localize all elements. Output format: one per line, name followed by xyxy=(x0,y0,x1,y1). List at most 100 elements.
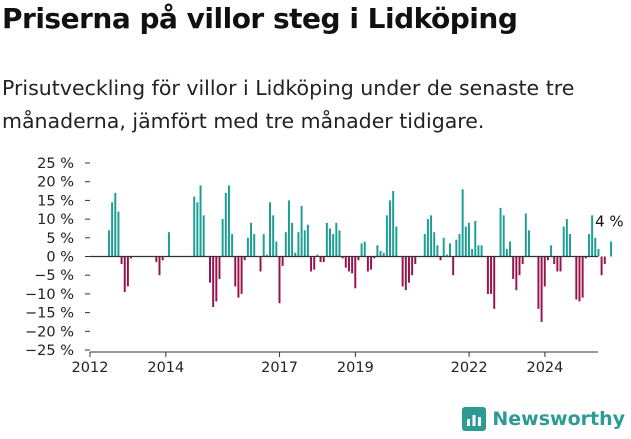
bar xyxy=(414,256,417,264)
bar xyxy=(518,256,521,276)
bar xyxy=(436,245,439,257)
bar xyxy=(411,256,414,276)
bar xyxy=(221,219,224,257)
bar xyxy=(389,200,391,257)
bar xyxy=(269,202,271,257)
bar xyxy=(433,232,436,257)
bar xyxy=(310,256,313,272)
bar xyxy=(449,243,451,257)
bar xyxy=(600,256,603,276)
bar xyxy=(537,256,540,309)
bar xyxy=(407,256,410,283)
bar xyxy=(316,254,319,257)
brand-name: Newsworthy xyxy=(492,408,625,430)
bar xyxy=(338,230,341,257)
bars xyxy=(107,185,613,322)
y-axis-ticks: 25 % 20 % 15 % 10 % 5 % 0 % −5 % −10 % −15 % −20 … xyxy=(25,156,90,359)
bar xyxy=(512,256,515,279)
bar xyxy=(351,256,354,274)
bar xyxy=(430,215,433,257)
bar xyxy=(259,256,262,272)
bar xyxy=(556,256,559,272)
bar xyxy=(224,192,227,257)
bar xyxy=(461,189,464,257)
bar xyxy=(193,196,196,257)
x-tick-label: 2019 xyxy=(337,360,374,375)
bar xyxy=(550,245,553,257)
bar xyxy=(423,234,426,257)
bar xyxy=(306,224,309,257)
bar xyxy=(527,230,530,257)
bar xyxy=(569,234,571,257)
y-tick-label: 15 % xyxy=(37,193,74,209)
bar xyxy=(291,222,294,257)
x-tick-label: 2012 xyxy=(72,360,109,375)
bar xyxy=(300,206,303,257)
bar xyxy=(341,256,344,259)
bar xyxy=(445,254,448,257)
bar xyxy=(597,249,600,257)
bar xyxy=(329,228,331,257)
bar xyxy=(486,256,489,294)
bar xyxy=(253,234,256,257)
bar xyxy=(474,220,477,257)
y-tick-label: 0 % xyxy=(46,250,74,266)
bar xyxy=(490,256,493,294)
y-tick-label: −5 % xyxy=(34,268,74,284)
bar xyxy=(584,256,587,259)
bar xyxy=(370,256,373,270)
bar xyxy=(111,202,114,257)
bar xyxy=(126,256,129,287)
bar xyxy=(284,232,287,257)
bar xyxy=(215,256,218,302)
bar xyxy=(385,215,388,257)
bar xyxy=(275,241,278,257)
y-tick-label: −25 % xyxy=(25,343,74,359)
bar xyxy=(325,222,328,257)
bar xyxy=(240,256,243,294)
bar xyxy=(363,241,366,257)
bar xyxy=(587,234,590,257)
bar xyxy=(540,256,543,322)
bar xyxy=(158,256,161,276)
bar xyxy=(376,245,379,257)
bar xyxy=(401,256,404,287)
bar xyxy=(505,249,508,257)
bar xyxy=(452,256,455,276)
bar xyxy=(272,215,275,257)
annotations: 4 % xyxy=(595,213,624,231)
y-tick-label: 20 % xyxy=(37,175,74,191)
bar xyxy=(591,215,594,257)
bar xyxy=(366,256,369,272)
bar xyxy=(199,185,202,257)
bar xyxy=(546,256,549,261)
bar xyxy=(234,256,237,287)
bar xyxy=(477,245,480,257)
bar xyxy=(455,239,458,257)
bar xyxy=(130,256,133,259)
bar xyxy=(553,256,556,264)
bar xyxy=(464,226,467,257)
bar xyxy=(347,256,350,272)
bar xyxy=(404,256,407,291)
bar xyxy=(499,207,502,257)
bar xyxy=(107,230,110,257)
bar xyxy=(354,256,357,289)
bar xyxy=(120,256,123,264)
bar xyxy=(114,192,117,257)
y-tick-label: −15 % xyxy=(25,306,74,322)
bar xyxy=(521,256,524,264)
y-tick-label: 5 % xyxy=(46,231,74,247)
bar xyxy=(493,256,496,309)
bar xyxy=(578,256,581,302)
bar xyxy=(439,256,442,261)
bar xyxy=(392,191,395,257)
y-tick-label: 25 % xyxy=(37,156,74,172)
bar xyxy=(502,215,505,257)
bar xyxy=(294,252,297,257)
bar xyxy=(360,243,363,257)
bar xyxy=(227,185,230,257)
bar xyxy=(281,256,284,266)
bar xyxy=(243,256,246,261)
bar xyxy=(319,256,322,263)
